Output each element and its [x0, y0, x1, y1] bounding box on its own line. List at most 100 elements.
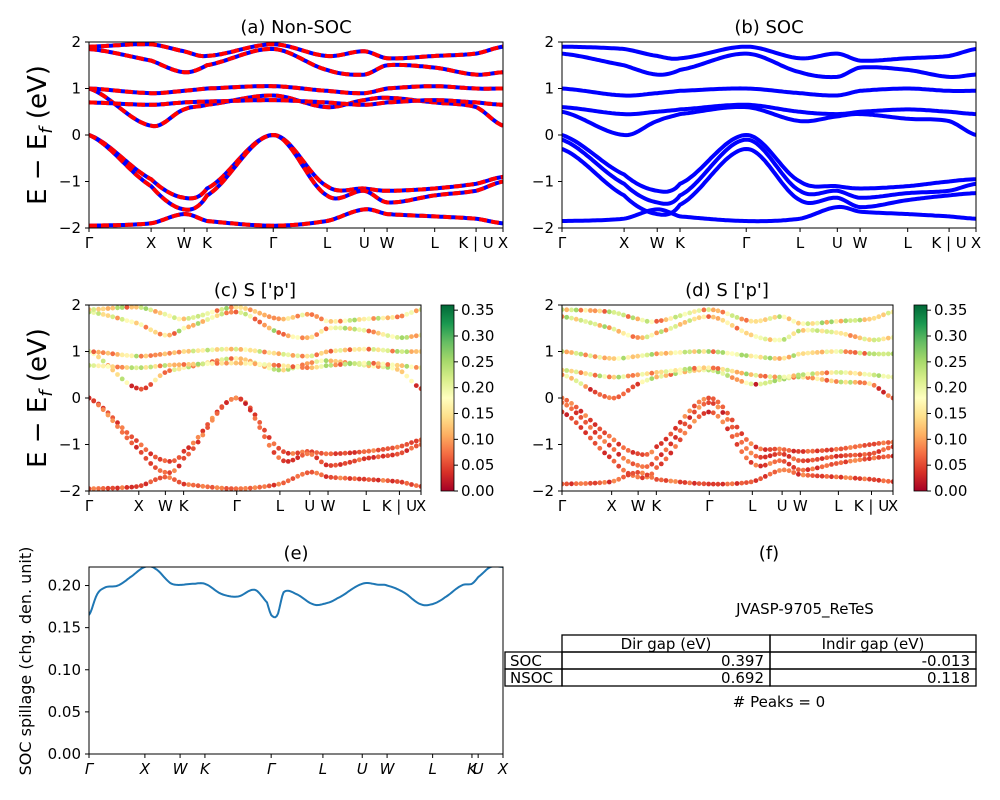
projected-point — [611, 374, 617, 380]
projected-point — [592, 389, 598, 395]
projected-point — [824, 463, 830, 468]
x-tick-label: W — [650, 234, 665, 252]
projected-point — [409, 440, 414, 445]
projected-point — [805, 327, 811, 333]
projected-point — [734, 325, 740, 331]
y-tick-label: −2 — [532, 219, 554, 237]
projected-point — [266, 483, 272, 489]
projected-point — [824, 455, 830, 461]
projected-point — [399, 349, 405, 354]
projected-point — [867, 337, 872, 343]
projected-point — [777, 356, 782, 361]
projected-point — [569, 415, 574, 421]
projected-point — [814, 371, 820, 376]
projected-point — [890, 309, 893, 315]
projected-point — [176, 463, 182, 469]
projected-point — [606, 355, 612, 361]
projected-point — [772, 314, 778, 320]
projected-point — [701, 349, 707, 354]
projected-point — [692, 418, 697, 424]
band-ylabel-mid: E − Ef (eV) — [23, 328, 57, 468]
projected-point — [195, 483, 201, 489]
x-tick-label: W — [380, 760, 396, 778]
band-line-nonsoc — [89, 132, 503, 212]
colorbar-tick-label: 0.15 — [461, 405, 494, 423]
projected-point — [304, 361, 310, 366]
projected-point — [186, 348, 192, 354]
projected-point — [314, 359, 320, 364]
projected-point — [148, 307, 154, 313]
projected-point — [562, 481, 565, 487]
projected-point — [143, 306, 149, 311]
projected-point — [777, 374, 782, 380]
projected-point — [848, 318, 853, 323]
projected-point — [862, 476, 867, 482]
projected-point — [616, 463, 622, 469]
projected-point — [342, 325, 348, 331]
projected-point — [890, 439, 893, 445]
projected-point — [105, 485, 111, 491]
projected-point — [881, 389, 886, 395]
projected-point — [734, 432, 740, 438]
projected-point — [668, 478, 674, 484]
projected-point — [190, 446, 196, 451]
projected-point — [777, 314, 782, 320]
projected-point — [134, 444, 139, 450]
projected-point — [649, 319, 655, 325]
projected-point — [885, 393, 891, 398]
projected-point — [616, 451, 622, 457]
projected-point — [791, 465, 797, 470]
projected-point — [833, 330, 839, 335]
projected-point — [564, 314, 570, 320]
projected-point — [356, 327, 362, 333]
projected-point — [857, 371, 863, 377]
projected-point — [725, 410, 730, 416]
projected-point — [729, 375, 735, 380]
projected-point — [852, 318, 858, 323]
projected-point — [569, 307, 574, 313]
projected-point — [375, 330, 381, 336]
projected-point — [692, 409, 697, 415]
projected-point — [409, 334, 414, 339]
projected-point — [758, 373, 763, 379]
projected-point — [588, 308, 593, 313]
colorbar-tick-label: 0.20 — [934, 379, 967, 397]
projected-point — [262, 484, 267, 489]
projected-point — [692, 480, 697, 486]
projected-point — [129, 353, 135, 359]
projected-point — [176, 316, 182, 322]
projected-point — [276, 363, 282, 368]
colorbar-d: 0.00 0.05 0.10 0.15 0.20 0.25 0.30 0.35 — [913, 301, 967, 500]
projected-point — [800, 321, 806, 327]
projected-point — [796, 328, 801, 334]
projected-point — [819, 448, 825, 453]
projected-point — [209, 309, 215, 315]
projected-point — [309, 365, 315, 371]
projected-point — [829, 329, 834, 335]
projected-point — [564, 373, 570, 379]
projected-point — [573, 316, 579, 322]
projected-point — [701, 365, 707, 371]
projected-point — [640, 470, 645, 476]
projected-point — [876, 386, 882, 391]
projected-point — [725, 350, 730, 356]
colorbar-tick-label: 0.30 — [461, 327, 494, 345]
projected-point — [744, 446, 749, 451]
projected-point — [781, 355, 787, 361]
projected-point — [562, 349, 565, 354]
projected-point — [848, 458, 853, 464]
projected-point — [715, 481, 721, 487]
projected-point — [668, 431, 674, 437]
projected-point — [777, 468, 782, 473]
projected-point — [767, 355, 773, 361]
projected-point — [654, 370, 659, 375]
projected-point — [710, 365, 716, 371]
projected-point — [890, 453, 893, 459]
projected-point — [91, 307, 97, 312]
projected-point — [371, 329, 376, 335]
projected-point — [781, 314, 787, 320]
projected-point — [602, 394, 607, 399]
projected-point — [621, 455, 626, 461]
